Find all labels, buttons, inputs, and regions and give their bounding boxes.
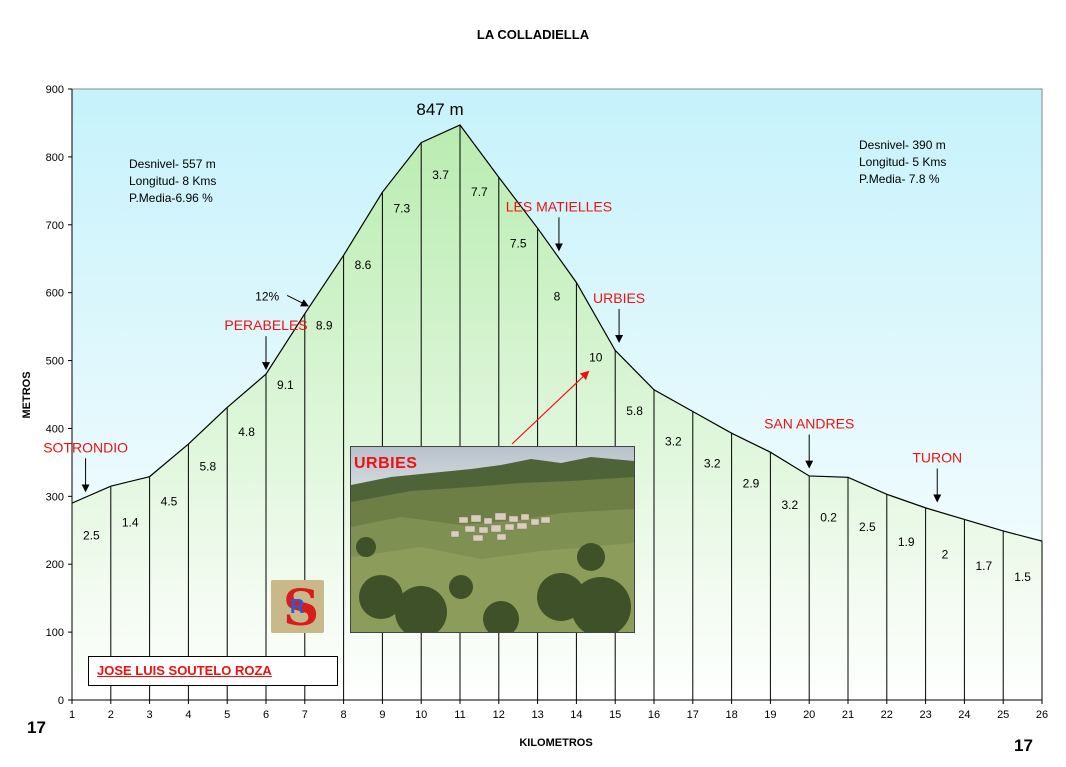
y-tick-label: 300: [46, 491, 64, 503]
place-label: URBIES: [593, 290, 645, 306]
landscape-image: [351, 447, 634, 632]
info-right: Desnivel- 390 m Longitud- 5 Kms P.Media-…: [859, 138, 946, 186]
segment-gradient-label: 2.5: [83, 529, 100, 543]
segment-gradient-label: 3.2: [704, 456, 721, 470]
segment-gradient-label: 5.8: [626, 404, 643, 418]
segment-gradient-label: 9.1: [277, 378, 294, 392]
x-tick-label: 4: [185, 709, 191, 721]
place-label: PERABELES: [224, 317, 307, 333]
place-label: SOTRONDIO: [43, 439, 128, 455]
x-tick-label: 5: [224, 709, 230, 721]
x-tick-label: 3: [147, 709, 153, 721]
place-label: SAN ANDRES: [764, 416, 854, 432]
steep-arrow: [286, 295, 309, 307]
segment-gradient-label: 2.9: [743, 477, 760, 491]
x-tick-label: 24: [958, 709, 970, 721]
author-box: JOSE LUIS SOUTELO ROZA: [88, 656, 338, 686]
segment-gradient-label: 2.5: [859, 520, 876, 534]
info-left-line: P.Media-6.96 %: [129, 191, 213, 205]
segment-gradient-label: 0.2: [820, 511, 837, 525]
segment-gradient-label: 5.8: [199, 460, 216, 474]
x-tick-label: 6: [263, 709, 269, 721]
segment-gradient-label: 3.2: [781, 498, 798, 512]
x-tick-label: 10: [415, 709, 427, 721]
place-label: LES MATIELLES: [506, 198, 612, 214]
x-tick-label: 16: [648, 709, 660, 721]
x-tick-label: 12: [493, 709, 505, 721]
info-left: Desnivel- 557 m Longitud- 8 Kms P.Media-…: [129, 157, 216, 205]
y-tick-label: 400: [46, 423, 64, 435]
y-tick-label: 800: [46, 152, 64, 164]
x-axis-title: KILOMETROS: [519, 737, 592, 749]
x-tick-label: 21: [842, 709, 854, 721]
info-right-line: P.Media- 7.8 %: [859, 172, 940, 186]
segment-gradient-label: 7.3: [393, 201, 410, 215]
info-left-line: Desnivel- 557 m: [129, 157, 216, 171]
segment-gradient-label: 1.5: [1014, 570, 1031, 584]
y-tick-label: 900: [46, 84, 64, 96]
author-logo: S R: [271, 578, 324, 637]
y-tick-label: 700: [46, 220, 64, 232]
y-tick-label: 0: [58, 695, 64, 707]
info-left-line: Longitud- 8 Kms: [129, 174, 216, 188]
steep-label: 12%: [255, 289, 279, 303]
peak-label: 847 m: [416, 100, 463, 119]
segment-gradient-label: 1.4: [122, 515, 139, 529]
segment-gradient-label: 4.5: [161, 494, 178, 508]
x-tick-label: 13: [531, 709, 543, 721]
page-number-left: 17: [27, 718, 46, 737]
profile-line: [71, 124, 1043, 542]
x-tick-label: 1: [69, 709, 75, 721]
x-tick-label: 15: [609, 709, 621, 721]
x-tick-label: 20: [803, 709, 815, 721]
x-tick-label: 8: [341, 709, 347, 721]
segment-gradient-label: 2: [942, 548, 949, 562]
segment-gradient-label: 10: [589, 350, 603, 364]
y-axis-title: METROS: [21, 371, 33, 418]
page-number-right: 17: [1014, 736, 1033, 755]
segment-gradient-label: 7.7: [471, 185, 488, 199]
y-tick-label: 200: [46, 559, 64, 571]
author-name: JOSE LUIS SOUTELO ROZA: [97, 663, 272, 678]
segment-gradient-label: 8: [554, 289, 561, 303]
segment-gradient-label: 4.8: [238, 425, 255, 439]
x-tick-label: 19: [764, 709, 776, 721]
y-tick-label: 100: [46, 627, 64, 639]
x-tick-label: 11: [454, 709, 465, 721]
x-tick-label: 14: [570, 709, 582, 721]
y-tick-label: 500: [46, 356, 64, 368]
segment-gradient-label: 7.5: [510, 237, 527, 251]
x-tick-label: 2: [108, 709, 114, 721]
x-tick-label: 18: [725, 709, 737, 721]
x-tick-label: 25: [997, 709, 1009, 721]
photo-label: URBIES: [354, 455, 418, 472]
segment-gradient-label: 3.7: [432, 168, 449, 182]
segment-gradient-label: 8.6: [355, 258, 372, 272]
info-right-line: Desnivel- 390 m: [859, 138, 946, 152]
x-tick-label: 22: [881, 709, 893, 721]
x-tick-label: 26: [1036, 709, 1048, 721]
y-tick-label: 600: [46, 288, 64, 300]
x-tick-label: 9: [379, 709, 385, 721]
segment-gradient-label: 1.9: [898, 535, 915, 549]
chart-title: LA COLLADIELLA: [477, 27, 590, 42]
x-tick-label: 23: [919, 709, 931, 721]
segment-gradient-label: 1.7: [975, 559, 992, 573]
segment-gradient-label: 3.2: [665, 435, 682, 449]
x-tick-label: 17: [687, 709, 699, 721]
x-tick-label: 7: [302, 709, 308, 721]
logo-letter-s: S: [283, 578, 320, 637]
place-label: TURON: [912, 450, 962, 466]
logo-letter-r: R: [290, 596, 305, 618]
info-right-line: Longitud- 5 Kms: [859, 155, 946, 169]
photo-pointer-arrow: [511, 370, 590, 445]
segment-gradient-label: 8.9: [316, 319, 333, 333]
profile-area: [72, 124, 1042, 701]
urbies-photo: URBIES: [350, 446, 635, 633]
